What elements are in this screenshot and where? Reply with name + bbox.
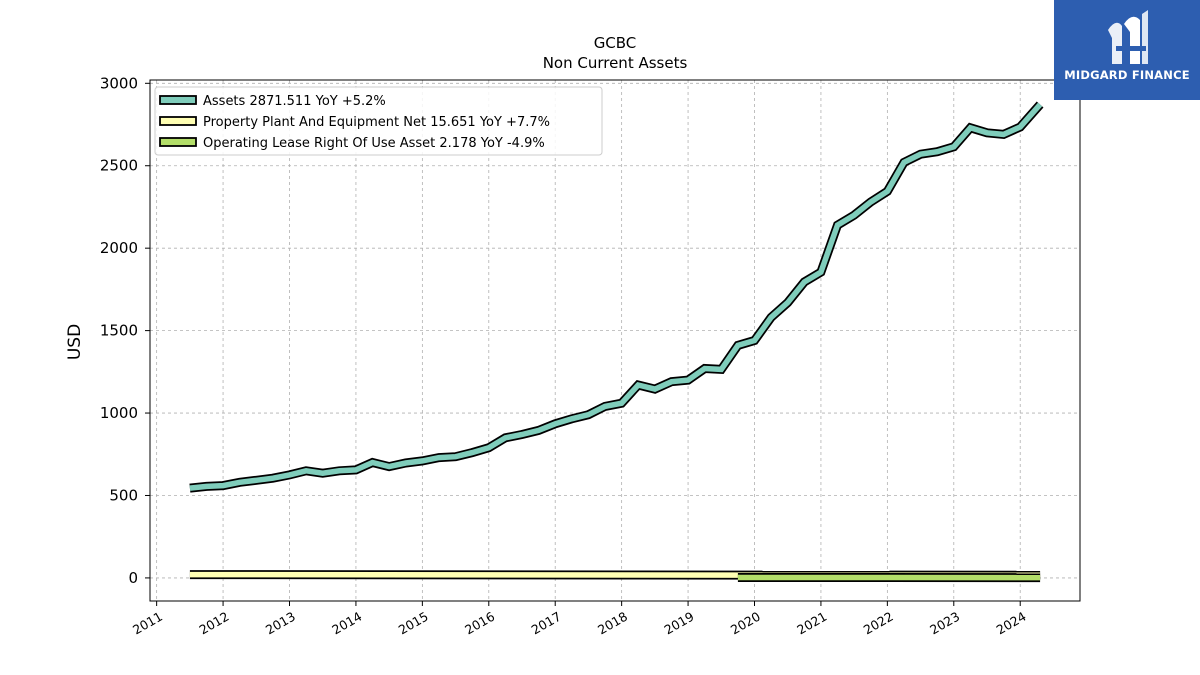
y-tick-label: 500: [109, 486, 138, 504]
y-axis-label: USD: [65, 324, 85, 360]
plot-frame: [149, 79, 1081, 602]
x-tick-label: 2022: [861, 609, 896, 638]
legend-label: Assets 2871.511 YoY +5.2%: [203, 94, 386, 109]
x-tick-label: 2017: [529, 609, 564, 638]
x-tick-label: 2023: [927, 609, 962, 638]
legend: Assets 2871.511 YoY +5.2% Property Plant …: [154, 86, 603, 156]
brand-logo-icon: [1108, 10, 1148, 64]
x-tick-label: 2020: [728, 609, 763, 638]
y-tick-label: 2000: [100, 239, 138, 257]
x-tick-label: 2013: [263, 609, 298, 638]
series-layer: [189, 101, 1044, 583]
axes: 2011 2012 2013 2014 2015 2016 2017 2018 2019 2020…: [100, 74, 1029, 637]
brand-logo-text: MIDGARD FINANCE: [1064, 68, 1190, 82]
y-tick-label: 0: [128, 569, 138, 587]
x-tick-label: 2012: [196, 609, 231, 638]
y-tick-label: 1000: [100, 404, 138, 422]
x-tick-label: 2015: [396, 609, 431, 638]
brand-logo: MIDGARD FINANCE: [1054, 0, 1200, 100]
x-tick-label: 2014: [329, 609, 364, 638]
legend-label: Property Plant And Equipment Net 15.651 …: [203, 115, 550, 130]
y-tick-label: 3000: [100, 74, 138, 92]
series-line-1: [189, 102, 1043, 491]
y-tick-label: 1500: [100, 322, 138, 340]
legend-box: [154, 86, 603, 156]
chart-subtitle: Non Current Assets: [543, 54, 688, 72]
x-tick-label: 2021: [794, 609, 829, 638]
x-tick-label: 2024: [994, 609, 1029, 638]
legend-swatch: [159, 116, 197, 126]
legend-swatch: [159, 95, 197, 105]
series-line-outline-1: [189, 101, 1044, 493]
grid: [150, 80, 1080, 601]
legend-swatch: [159, 137, 197, 147]
x-tick-label: 2018: [595, 609, 630, 638]
y-tick-label: 2500: [100, 157, 138, 175]
x-tick-label: 2019: [661, 609, 696, 638]
legend-label: Operating Lease Right Of Use Asset 2.178…: [203, 136, 545, 151]
chart-title: GCBC: [594, 34, 637, 52]
x-tick-label: 2016: [462, 609, 497, 638]
x-tick-label: 2011: [130, 609, 165, 638]
